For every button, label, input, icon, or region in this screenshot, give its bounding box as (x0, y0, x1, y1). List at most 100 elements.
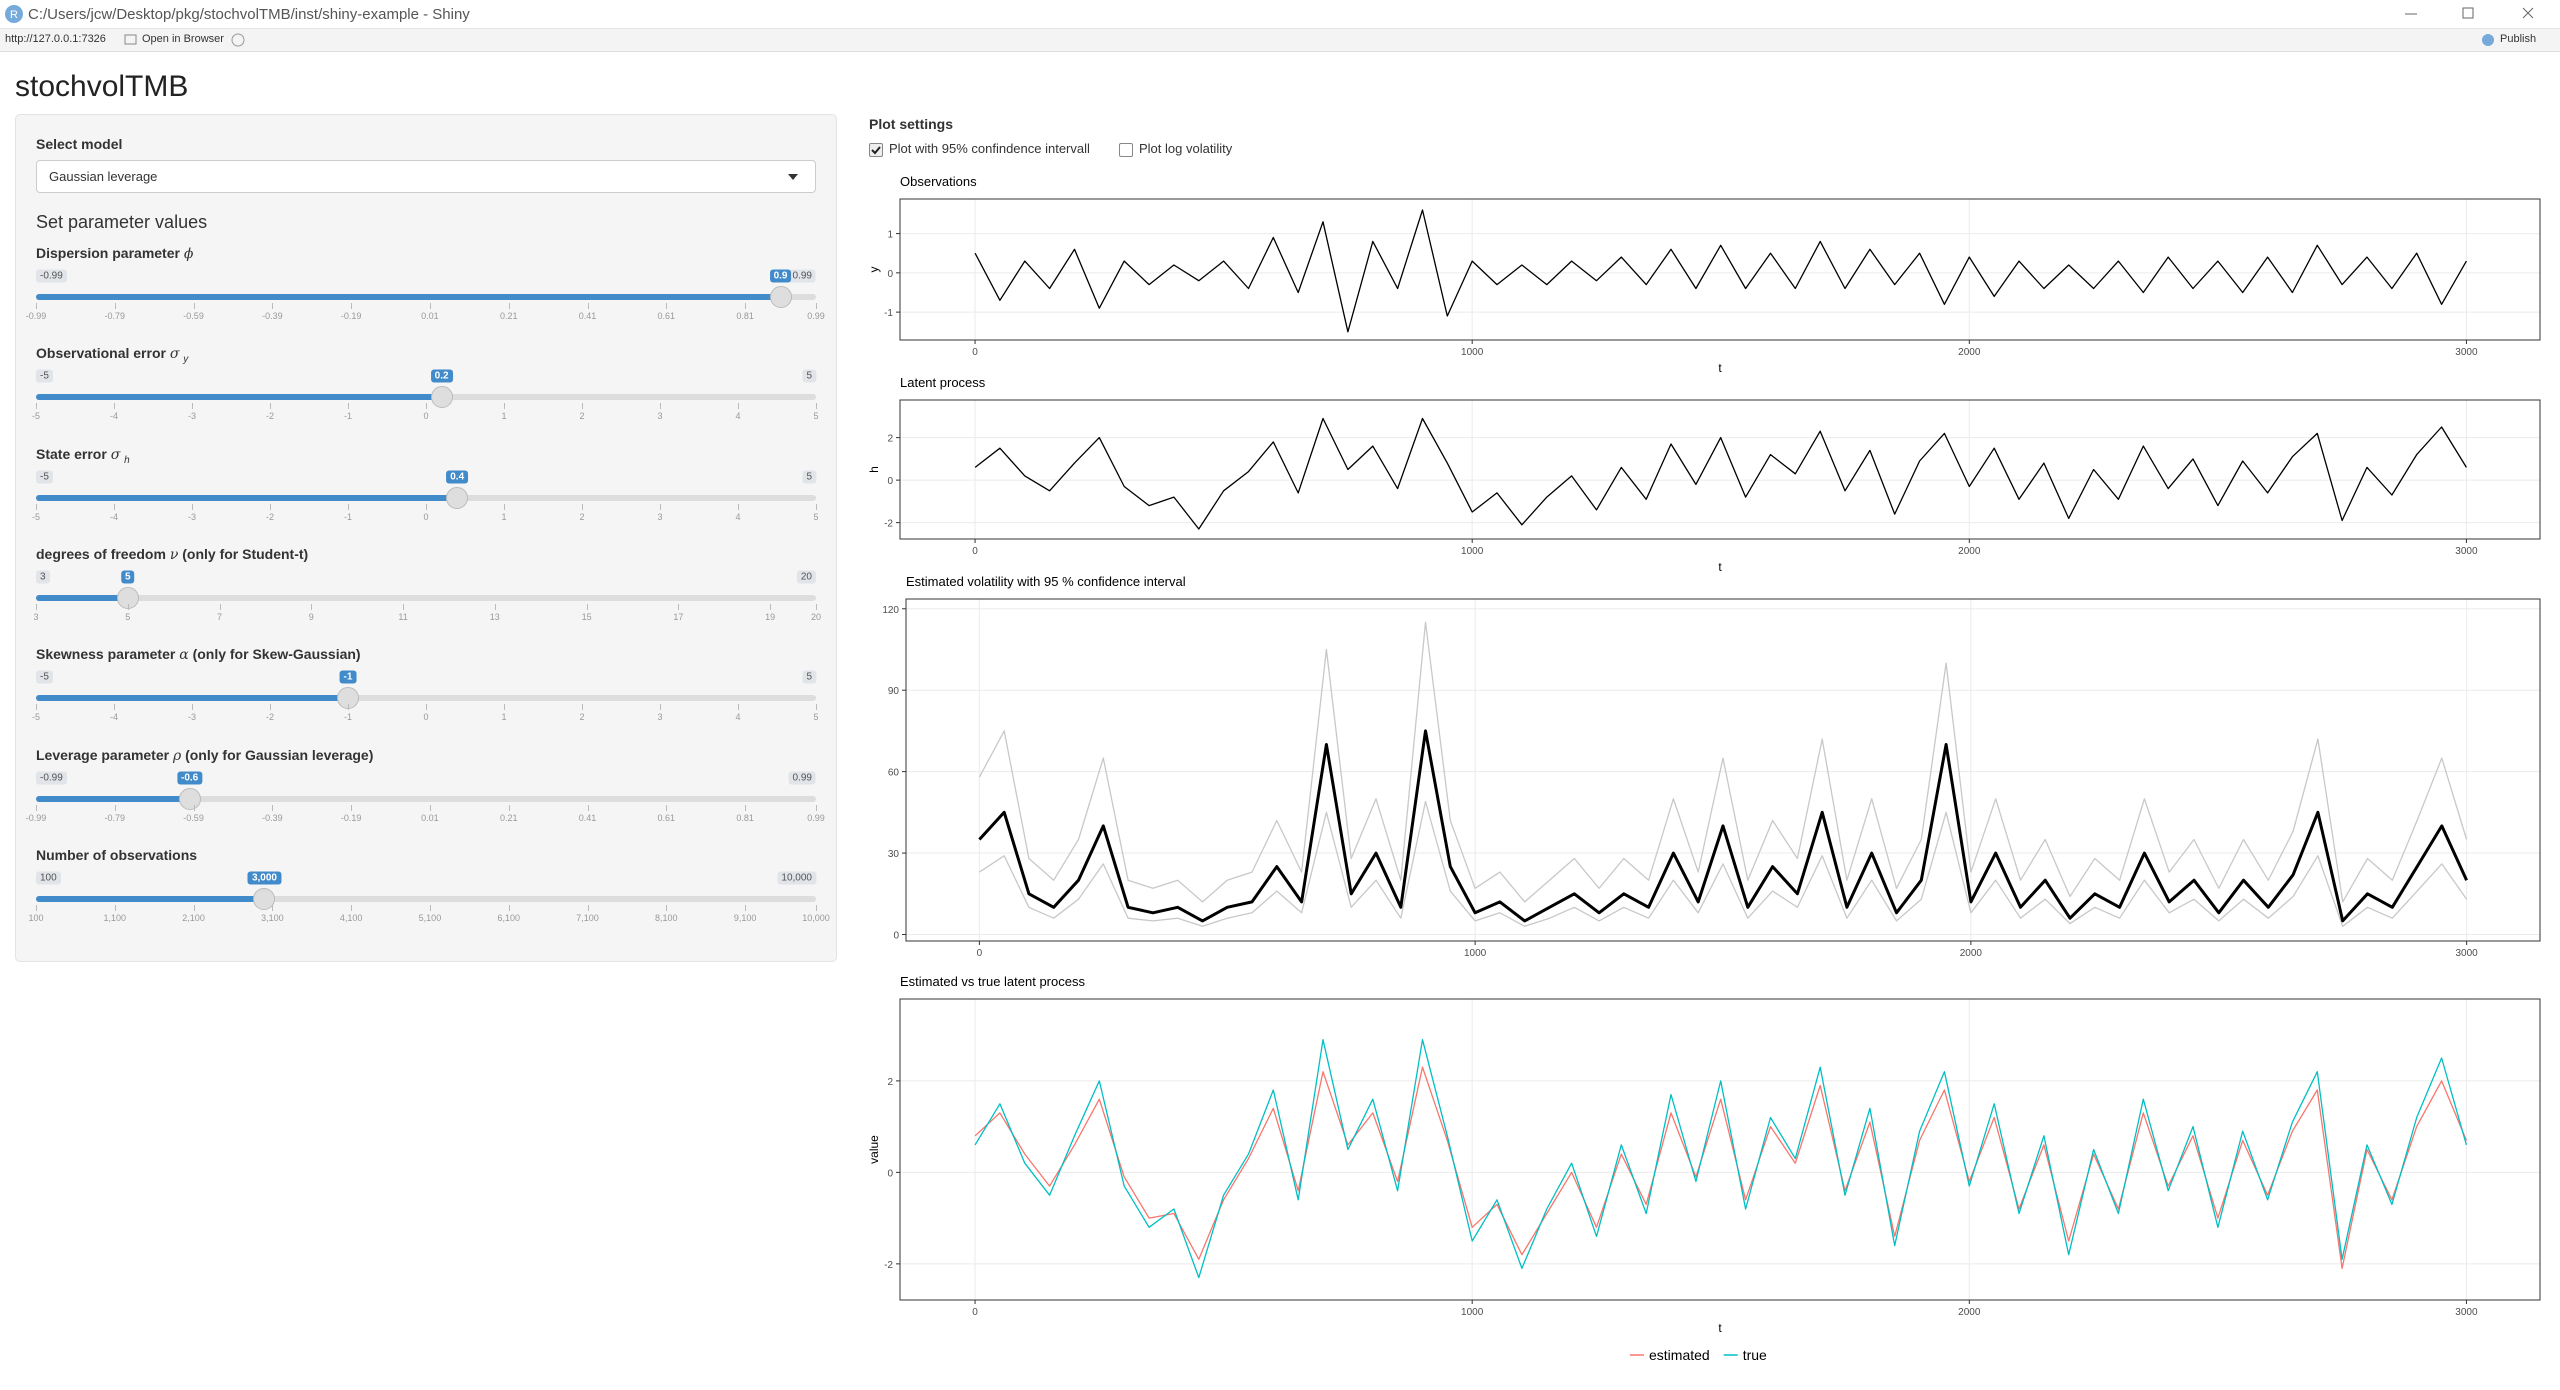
select-box[interactable]: Gaussian leverage (36, 160, 816, 193)
y-axis-title: y (867, 267, 881, 273)
y-tick-label: 60 (888, 768, 900, 779)
slider-value: 3,000 (247, 871, 281, 885)
checkbox[interactable] (869, 143, 883, 157)
y-tick-label: 90 (888, 686, 900, 697)
slider-tick (504, 704, 505, 711)
slider-tick-label: 3 (657, 712, 663, 723)
slider-tick-label: -0.79 (104, 812, 126, 823)
svg-text:R: R (10, 9, 18, 21)
slider-tick (114, 704, 115, 711)
section-title: Set parameter values (36, 212, 208, 232)
slider-tick-label: 0.81 (736, 812, 754, 823)
slider-tick-label: 13 (489, 611, 500, 622)
refresh-icon[interactable] (230, 32, 246, 48)
x-tick-label: 2000 (1958, 546, 1981, 557)
slider-tick-label: 9,100 (733, 912, 757, 923)
x-tick-label: 1000 (1461, 546, 1484, 557)
slider-tick (738, 704, 739, 711)
slider-tick (351, 804, 353, 811)
checkbox[interactable] (1119, 143, 1133, 157)
slider-tick-label: -0.99 (25, 311, 47, 321)
slider-tick (494, 603, 496, 610)
slider-label-sub: h (124, 454, 130, 466)
slider-tick (504, 503, 505, 510)
slider-tick (114, 503, 115, 510)
y-tick-label: 0 (887, 269, 893, 280)
slider-tick-label: 5 (813, 712, 819, 723)
slider-tick-label: 0 (423, 712, 429, 723)
slider-tick (770, 603, 772, 610)
slider-tick (36, 704, 37, 711)
plot-border (899, 198, 2541, 341)
slider-tick-label: 19 (765, 611, 776, 622)
slider-max: 10,000 (777, 871, 816, 885)
slider-tick (429, 804, 431, 811)
address[interactable]: http://127.0.0.1:7326 (5, 33, 106, 45)
chart-title: Observations (900, 174, 977, 189)
window-controls[interactable] (2390, 0, 2560, 28)
window-title: C:/Users/jcw/Desktop/pkg/stochvolTMB/ins… (28, 6, 470, 23)
slider-tick (660, 403, 661, 410)
slider-tick-label: 0.81 (736, 311, 754, 321)
slider-handle[interactable] (769, 286, 792, 308)
slider-label-symbol: σ (169, 346, 180, 363)
slider-min: 100 (36, 871, 61, 885)
slider-handle[interactable] (178, 787, 201, 810)
slider-tick (193, 904, 195, 911)
chart-title: Estimated volatility with 95 % confidenc… (906, 574, 1186, 589)
slider-tick-label: 6,100 (497, 912, 520, 923)
slider-fill (36, 695, 348, 702)
plot-panel (900, 199, 2540, 340)
slider-tick (36, 403, 37, 410)
slider-tick-label: -4 (109, 712, 119, 723)
slider-tick-label: -1 (343, 511, 353, 522)
slider-tick (36, 904, 37, 911)
slider-tick-label: 1 (501, 411, 507, 422)
slider-tick-label: -3 (187, 712, 197, 723)
slider-tick (429, 904, 431, 911)
slider-label-suffix: (only for Gaussian leverage) (185, 746, 374, 763)
slider-tick (586, 603, 588, 610)
slider-handle[interactable] (430, 386, 453, 409)
slider-tick (508, 804, 510, 811)
slider-label-symbol: ν (169, 546, 179, 563)
slider-tick-label: 7,100 (576, 912, 599, 923)
x-tick-label: 0 (972, 546, 978, 557)
slider-min: -5 (36, 470, 53, 484)
slider-tick (666, 804, 668, 811)
slider-tick-label: -0.39 (262, 311, 283, 321)
slider-tick (193, 303, 195, 309)
slider-max: 5 (802, 369, 816, 383)
slider-tick (745, 804, 747, 811)
slider-track (36, 895, 816, 902)
slider-fill (36, 494, 458, 501)
slider-tick (272, 804, 274, 811)
slider-tick (311, 603, 313, 610)
y-tick-label: 2 (887, 1077, 893, 1088)
slider-tick (426, 704, 427, 711)
slider-tick (816, 403, 817, 410)
slider-handle[interactable] (446, 486, 469, 509)
slider-label-symbol: α (179, 647, 189, 664)
open-in-browser[interactable]: Open in Browser (142, 33, 224, 45)
slider-tick-label: 10,000 (802, 912, 830, 923)
slider-tick (348, 503, 349, 510)
slider-tick (508, 904, 510, 911)
slider-tick (738, 503, 739, 510)
slider-min: -0.99 (36, 771, 67, 784)
slider-tick-label: 15 (581, 611, 592, 622)
slider-label-symbol: ϕ (183, 246, 194, 262)
slider-max: 5 (802, 670, 816, 684)
slider-tick-label: 5 (813, 511, 819, 522)
publish-button[interactable]: Publish (2500, 33, 2537, 45)
slider-tick-label: 0.21 (499, 812, 518, 823)
slider-label: Leverage parameter ρ (only for Gaussian … (36, 747, 373, 764)
slider-tick (587, 904, 589, 911)
app-title: stochvolTMB (15, 70, 189, 103)
legend-label: estimated (1649, 1347, 1710, 1363)
slider-handle[interactable] (253, 887, 276, 910)
slider-tick-label: 100 (28, 912, 44, 923)
slider-label-sub: y (183, 354, 189, 366)
slider-tick (816, 804, 817, 811)
slider-tick-label: -0.19 (340, 311, 362, 321)
